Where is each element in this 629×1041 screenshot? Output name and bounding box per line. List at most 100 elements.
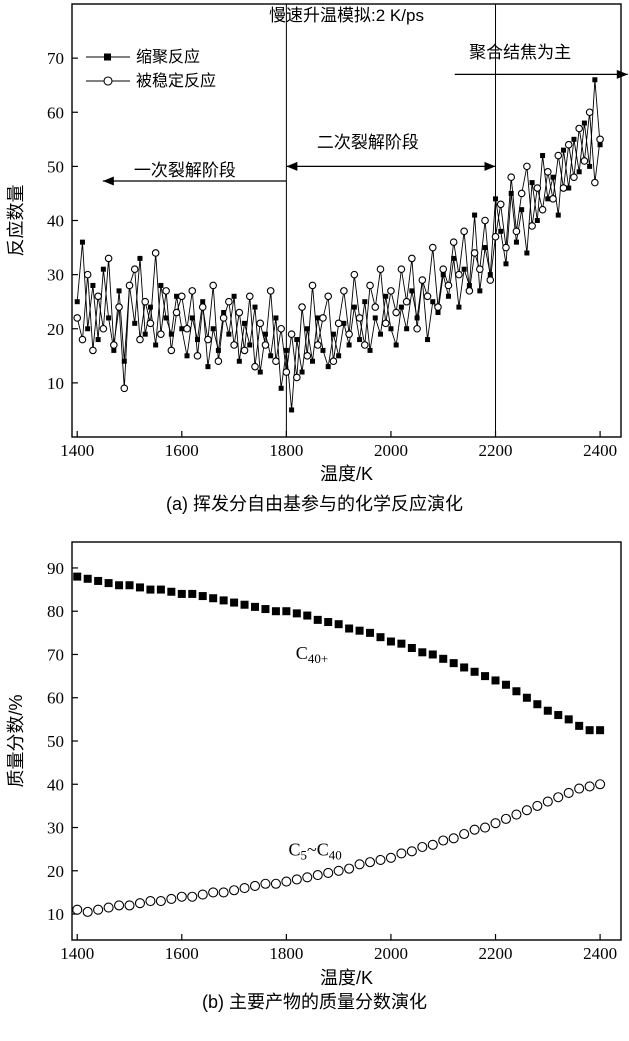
open-circle-marker [134,898,146,909]
filled-square-marker [566,185,572,191]
filled-square-marker [271,607,280,616]
open-circle-marker [396,848,407,859]
open-circle-marker [406,846,417,857]
open-circle-marker [115,303,123,311]
filled-square-marker [310,358,316,364]
filled-square-marker [383,293,389,299]
filled-square-marker [587,163,593,169]
open-circle-marker [496,200,505,209]
filled-square-marker [226,331,232,337]
open-circle-marker [344,863,355,874]
caption-a: (a) 挥发分自由基参与的化学反应演化 [166,494,463,514]
open-circle-marker [261,341,270,349]
open-circle-marker [312,870,323,881]
open-circle-marker [387,287,395,295]
open-circle-marker [434,303,442,311]
filled-square-marker [268,353,274,359]
filled-square-marker [592,77,598,83]
y-tick-label: 10 [47,374,64,393]
filled-square-marker [194,337,200,343]
open-circle-marker [418,276,427,284]
filled-square-marker [278,385,284,391]
open-circle-marker [596,135,604,144]
open-circle-marker [225,297,233,306]
open-circle-marker [209,281,217,290]
filled-square-marker [283,347,289,353]
open-circle-marker [193,352,202,360]
open-circle-marker [183,324,191,333]
filled-square-marker [393,342,399,348]
legend-open-circle-marker [103,76,113,86]
x-tick-label: 1800 [269,944,303,963]
x-tick-label: 1400 [60,441,94,460]
open-circle-marker [176,891,187,902]
series-line [76,79,601,410]
open-circle-marker [333,865,344,876]
y-tick-label: 70 [47,645,64,664]
filled-square-marker [116,288,122,294]
open-circle-marker [542,796,553,807]
open-circle-marker [500,813,512,824]
filled-square-marker [357,337,363,343]
filled-square-marker [501,680,510,689]
filled-square-marker [367,347,373,353]
filled-square-marker [351,304,357,310]
open-circle-marker [103,902,114,913]
open-circle-marker [172,308,181,317]
open-circle-marker [303,352,312,360]
filled-square-marker [299,369,305,375]
filled-square-marker [177,589,186,598]
chart-b-mass-fraction-evolution: 1400 1600 1800 2000 2200 2400 10 20 30 40 50 60 70 80… [0,518,629,988]
open-circle-marker [166,893,177,904]
filled-square-marker [362,299,368,305]
open-circle-marker [532,800,543,811]
filled-square-marker [221,310,227,316]
filled-square-marker [435,310,441,316]
filled-square-marker [585,726,594,735]
filled-square-marker [449,659,458,668]
open-circle-marker [298,303,306,311]
y-tick-label: 30 [47,819,64,838]
filled-square-marker [315,315,321,321]
open-circle-marker [470,249,479,257]
x-tick-label: 2200 [479,944,513,963]
filled-square-marker [115,581,124,590]
open-circle-marker [563,787,574,798]
open-circle-marker [99,324,108,333]
filled-square-marker [493,196,499,202]
filled-square-marker [294,337,300,343]
filled-square-marker [174,293,180,299]
filled-square-marker [451,255,457,261]
open-circle-marker [230,341,238,349]
filled-square-marker [533,700,542,709]
open-circle-marker [162,287,170,295]
x-tick-label: 1800 [269,441,303,460]
open-circle-marker [491,232,500,241]
open-circle-marker [523,162,531,171]
filled-square-marker [366,628,375,637]
filled-square-marker [334,620,343,629]
open-circle-marker [413,324,421,333]
filled-square-marker [597,142,603,148]
open-circle-marker [124,900,135,911]
filled-square-marker [522,693,531,702]
open-circle-marker [517,189,526,198]
open-circle-marker [570,173,578,181]
open-circle-marker [208,887,219,898]
open-circle-marker [89,346,97,355]
filled-square-marker [231,293,237,299]
open-circle-marker [360,341,369,349]
filled-square-marker [554,711,563,720]
open-circle-marker [256,319,265,328]
filled-square-marker [184,353,190,359]
filled-square-marker [106,315,112,321]
open-circle-marker [340,287,348,295]
open-circle-marker [538,205,547,214]
filled-square-marker [198,592,207,601]
y-tick-label: 10 [47,905,64,924]
open-circle-marker [554,151,563,160]
open-circle-marker [595,779,606,790]
x-tick-label: 2400 [583,944,617,963]
open-circle-marker [366,281,374,290]
open-circle-marker [423,292,432,301]
